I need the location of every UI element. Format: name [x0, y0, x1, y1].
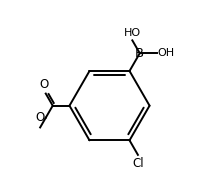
Text: B: B — [135, 47, 144, 60]
Text: OH: OH — [157, 48, 175, 58]
Text: HO: HO — [124, 28, 141, 38]
Text: O: O — [36, 111, 45, 124]
Text: O: O — [39, 78, 48, 91]
Text: Cl: Cl — [132, 157, 144, 170]
